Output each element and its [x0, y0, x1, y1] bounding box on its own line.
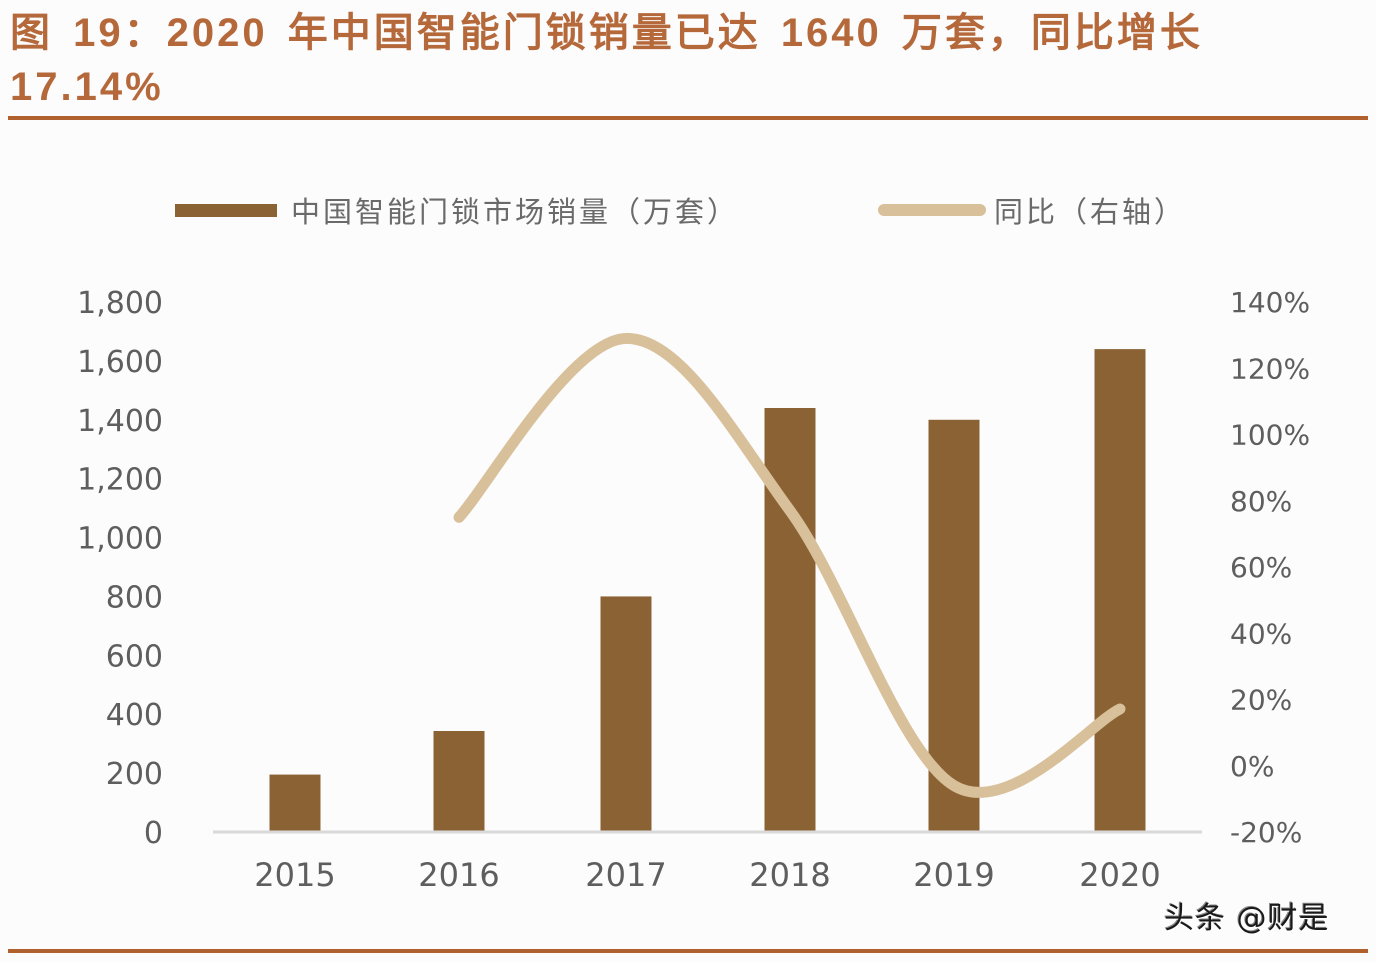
- right-axis-ticks: -20% 0% 20% 40% 60% 80% 100% 120% 140%: [1230, 286, 1310, 849]
- bar-2017: [600, 596, 652, 832]
- watermark: 头条 @财是: [1164, 901, 1330, 936]
- bar-2016: [433, 731, 485, 832]
- legend-bar-swatch-icon: [175, 203, 277, 217]
- bar-2015: [269, 774, 321, 832]
- x-axis-ticks: 2015 2016 2017 2018 2019 2020: [254, 856, 1160, 894]
- legend-label-yoy: 同比（右轴）: [994, 195, 1187, 229]
- right-tick-label: 0%: [1230, 750, 1274, 783]
- top-divider: [8, 116, 1368, 120]
- x-tick-label: 2018: [749, 856, 830, 894]
- left-tick-label: 400: [106, 698, 163, 733]
- left-tick-label: 1,400: [77, 404, 163, 439]
- left-tick-label: 1,600: [77, 345, 163, 380]
- left-tick-label: 0: [144, 816, 163, 851]
- x-tick-label: 2020: [1079, 856, 1160, 894]
- right-tick-label: 60%: [1230, 551, 1292, 584]
- legend-line-swatch-icon: [878, 204, 986, 216]
- legend-item-yoy: 同比（右轴）: [878, 188, 1186, 232]
- left-tick-label: 200: [106, 757, 163, 792]
- right-tick-label: 40%: [1230, 617, 1292, 650]
- legend-item-sales: 中国智能门锁市场销量（万套）: [175, 188, 739, 232]
- bottom-divider: [8, 949, 1368, 953]
- x-tick-label: 2019: [913, 856, 994, 894]
- left-tick-label: 800: [106, 580, 163, 615]
- chart-legend: 中国智能门锁市场销量（万套） 同比（右轴）: [0, 188, 1376, 232]
- right-tick-label: 140%: [1230, 286, 1310, 319]
- right-tick-label: 80%: [1230, 485, 1292, 518]
- left-tick-label: 1,000: [77, 522, 163, 557]
- left-axis-ticks: 0 200 400 600 800 1,000 1,200 1,400 1,600 1,800: [77, 286, 163, 851]
- x-tick-label: 2016: [418, 856, 499, 894]
- bar-series: [269, 349, 1146, 832]
- x-tick-label: 2017: [585, 856, 666, 894]
- bar-2020: [1094, 349, 1146, 832]
- legend-label-sales: 中国智能门锁市场销量（万套）: [291, 195, 740, 229]
- left-tick-label: 1,800: [77, 286, 163, 321]
- figure-title: 图 19：2020 年中国智能门锁销量已达 1640 万套，同比增长 17.14…: [10, 11, 1203, 109]
- bar-2018: [764, 408, 816, 832]
- left-tick-label: 600: [106, 639, 163, 674]
- right-tick-label: 100%: [1230, 419, 1310, 452]
- right-tick-label: -20%: [1230, 816, 1302, 849]
- x-tick-label: 2015: [254, 856, 335, 894]
- right-tick-label: 120%: [1230, 352, 1310, 385]
- yoy-line-series: [453, 332, 1126, 798]
- left-tick-label: 1,200: [77, 463, 163, 498]
- right-tick-label: 20%: [1230, 684, 1292, 717]
